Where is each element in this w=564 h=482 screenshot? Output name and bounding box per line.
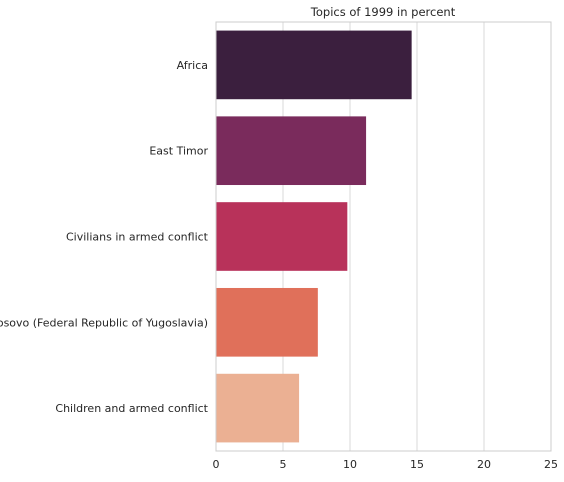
x-tick-label: 0 [213,458,220,471]
bar-2 [216,116,367,186]
bar-1 [216,30,412,100]
x-tick-label: 25 [544,458,558,471]
y-tick-label: East Timor [149,145,208,158]
x-tick-labels: 0 5 10 15 20 25 [213,458,559,471]
bar-4 [216,287,318,357]
x-tick-label: 15 [410,458,424,471]
bars [216,30,412,443]
bar-5 [216,373,300,443]
y-tick-labels: Africa East Timor Civilians in armed confl… [0,59,209,415]
plot-frame [215,21,552,452]
x-tick-label: 5 [280,458,287,471]
y-tick-label: Civilians in armed conflict [66,231,209,244]
y-tick-label: Kosovo (Federal Republic of Yugoslavia) [0,316,208,329]
x-tick-label: 10 [343,458,357,471]
bar-3 [216,202,348,271]
chart-title: Topics of 1999 in percent [310,5,456,19]
y-tick-label: Africa [177,59,208,72]
y-tick-label: Children and armed conflict [55,402,208,415]
x-tick-label: 20 [477,458,491,471]
